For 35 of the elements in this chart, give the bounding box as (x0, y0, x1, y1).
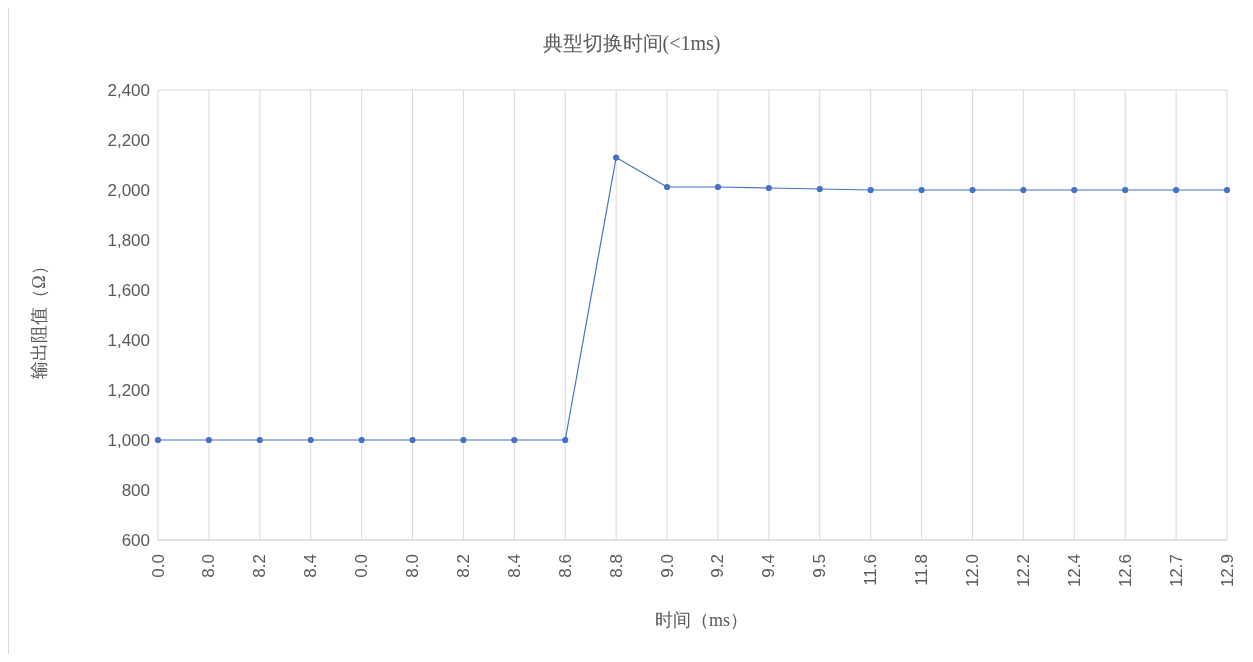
x-tick-label: 9.0 (657, 554, 677, 578)
y-tick-label: 2,200 (107, 131, 150, 151)
y-tick-label: 600 (121, 531, 150, 551)
x-tick-label: 12.7 (1166, 554, 1186, 588)
x-tick-label: 8.2 (250, 554, 270, 578)
y-tick-label: 1,400 (107, 331, 150, 351)
x-tick-label: 12.4 (1064, 554, 1084, 588)
x-tick-label: 8.4 (504, 554, 524, 578)
x-axis-title: 时间（ms） (654, 609, 749, 632)
x-tick-label: 8.6 (555, 554, 575, 578)
x-tick-label: 8.8 (606, 554, 626, 578)
x-tick-label: 12.2 (1013, 554, 1033, 588)
y-tick-label: 800 (121, 481, 150, 501)
y-tick-label: 2,400 (107, 81, 150, 101)
x-tick-label: 8.2 (453, 554, 473, 578)
x-tick-label: 12.6 (1115, 554, 1135, 588)
x-tick-label: 8.0 (403, 554, 423, 578)
x-tick-label: 9.5 (810, 554, 830, 578)
x-tick-label: 9.4 (759, 554, 779, 578)
x-tick-label: 0.0 (352, 554, 372, 578)
x-tick-label: 11.8 (912, 554, 932, 586)
y-axis-title: 输出阻值（Ω） (28, 257, 50, 379)
y-tick-label: 1,600 (107, 281, 150, 301)
x-tick-label: 8.4 (301, 554, 321, 578)
x-tick-label: 0.0 (148, 554, 168, 578)
x-tick-label: 11.6 (861, 554, 881, 586)
x-tick-label: 9.2 (708, 554, 728, 578)
x-tick-label: 12.9 (1217, 554, 1237, 588)
x-tick-label: 8.0 (199, 554, 219, 578)
y-tick-label: 1,200 (107, 381, 150, 401)
x-tick-label: 12.0 (962, 554, 982, 588)
y-tick-label: 1,000 (107, 431, 150, 451)
chart-title: 典型切换时间(<1ms) (541, 31, 722, 57)
y-tick-label: 1,800 (107, 231, 150, 251)
y-tick-label: 2,000 (107, 181, 150, 201)
